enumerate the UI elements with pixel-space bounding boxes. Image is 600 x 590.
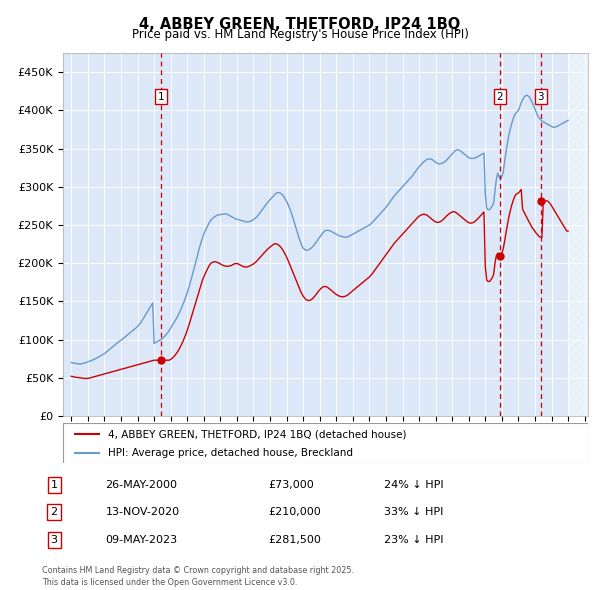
Text: 3: 3 xyxy=(50,535,58,545)
Text: £73,000: £73,000 xyxy=(268,480,314,490)
Text: 2: 2 xyxy=(50,507,58,517)
Text: £281,500: £281,500 xyxy=(268,535,321,545)
Text: 2: 2 xyxy=(496,91,503,101)
Text: 1: 1 xyxy=(50,480,58,490)
Text: 26-MAY-2000: 26-MAY-2000 xyxy=(106,480,178,490)
Text: 4, ABBEY GREEN, THETFORD, IP24 1BQ (detached house): 4, ABBEY GREEN, THETFORD, IP24 1BQ (deta… xyxy=(107,430,406,440)
Bar xyxy=(568,53,588,416)
Text: 24% ↓ HPI: 24% ↓ HPI xyxy=(384,480,444,490)
Text: Price paid vs. HM Land Registry's House Price Index (HPI): Price paid vs. HM Land Registry's House … xyxy=(131,28,469,41)
Text: Contains HM Land Registry data © Crown copyright and database right 2025.
This d: Contains HM Land Registry data © Crown c… xyxy=(42,566,354,587)
Text: 4, ABBEY GREEN, THETFORD, IP24 1BQ: 4, ABBEY GREEN, THETFORD, IP24 1BQ xyxy=(139,17,461,31)
Bar xyxy=(568,53,588,416)
Text: 1: 1 xyxy=(157,91,164,101)
Text: 23% ↓ HPI: 23% ↓ HPI xyxy=(384,535,444,545)
Text: £210,000: £210,000 xyxy=(268,507,321,517)
Text: 3: 3 xyxy=(538,91,544,101)
Text: 09-MAY-2023: 09-MAY-2023 xyxy=(106,535,178,545)
FancyBboxPatch shape xyxy=(63,423,588,463)
Text: 13-NOV-2020: 13-NOV-2020 xyxy=(106,507,179,517)
Text: HPI: Average price, detached house, Breckland: HPI: Average price, detached house, Brec… xyxy=(107,448,353,458)
Text: 33% ↓ HPI: 33% ↓ HPI xyxy=(384,507,443,517)
